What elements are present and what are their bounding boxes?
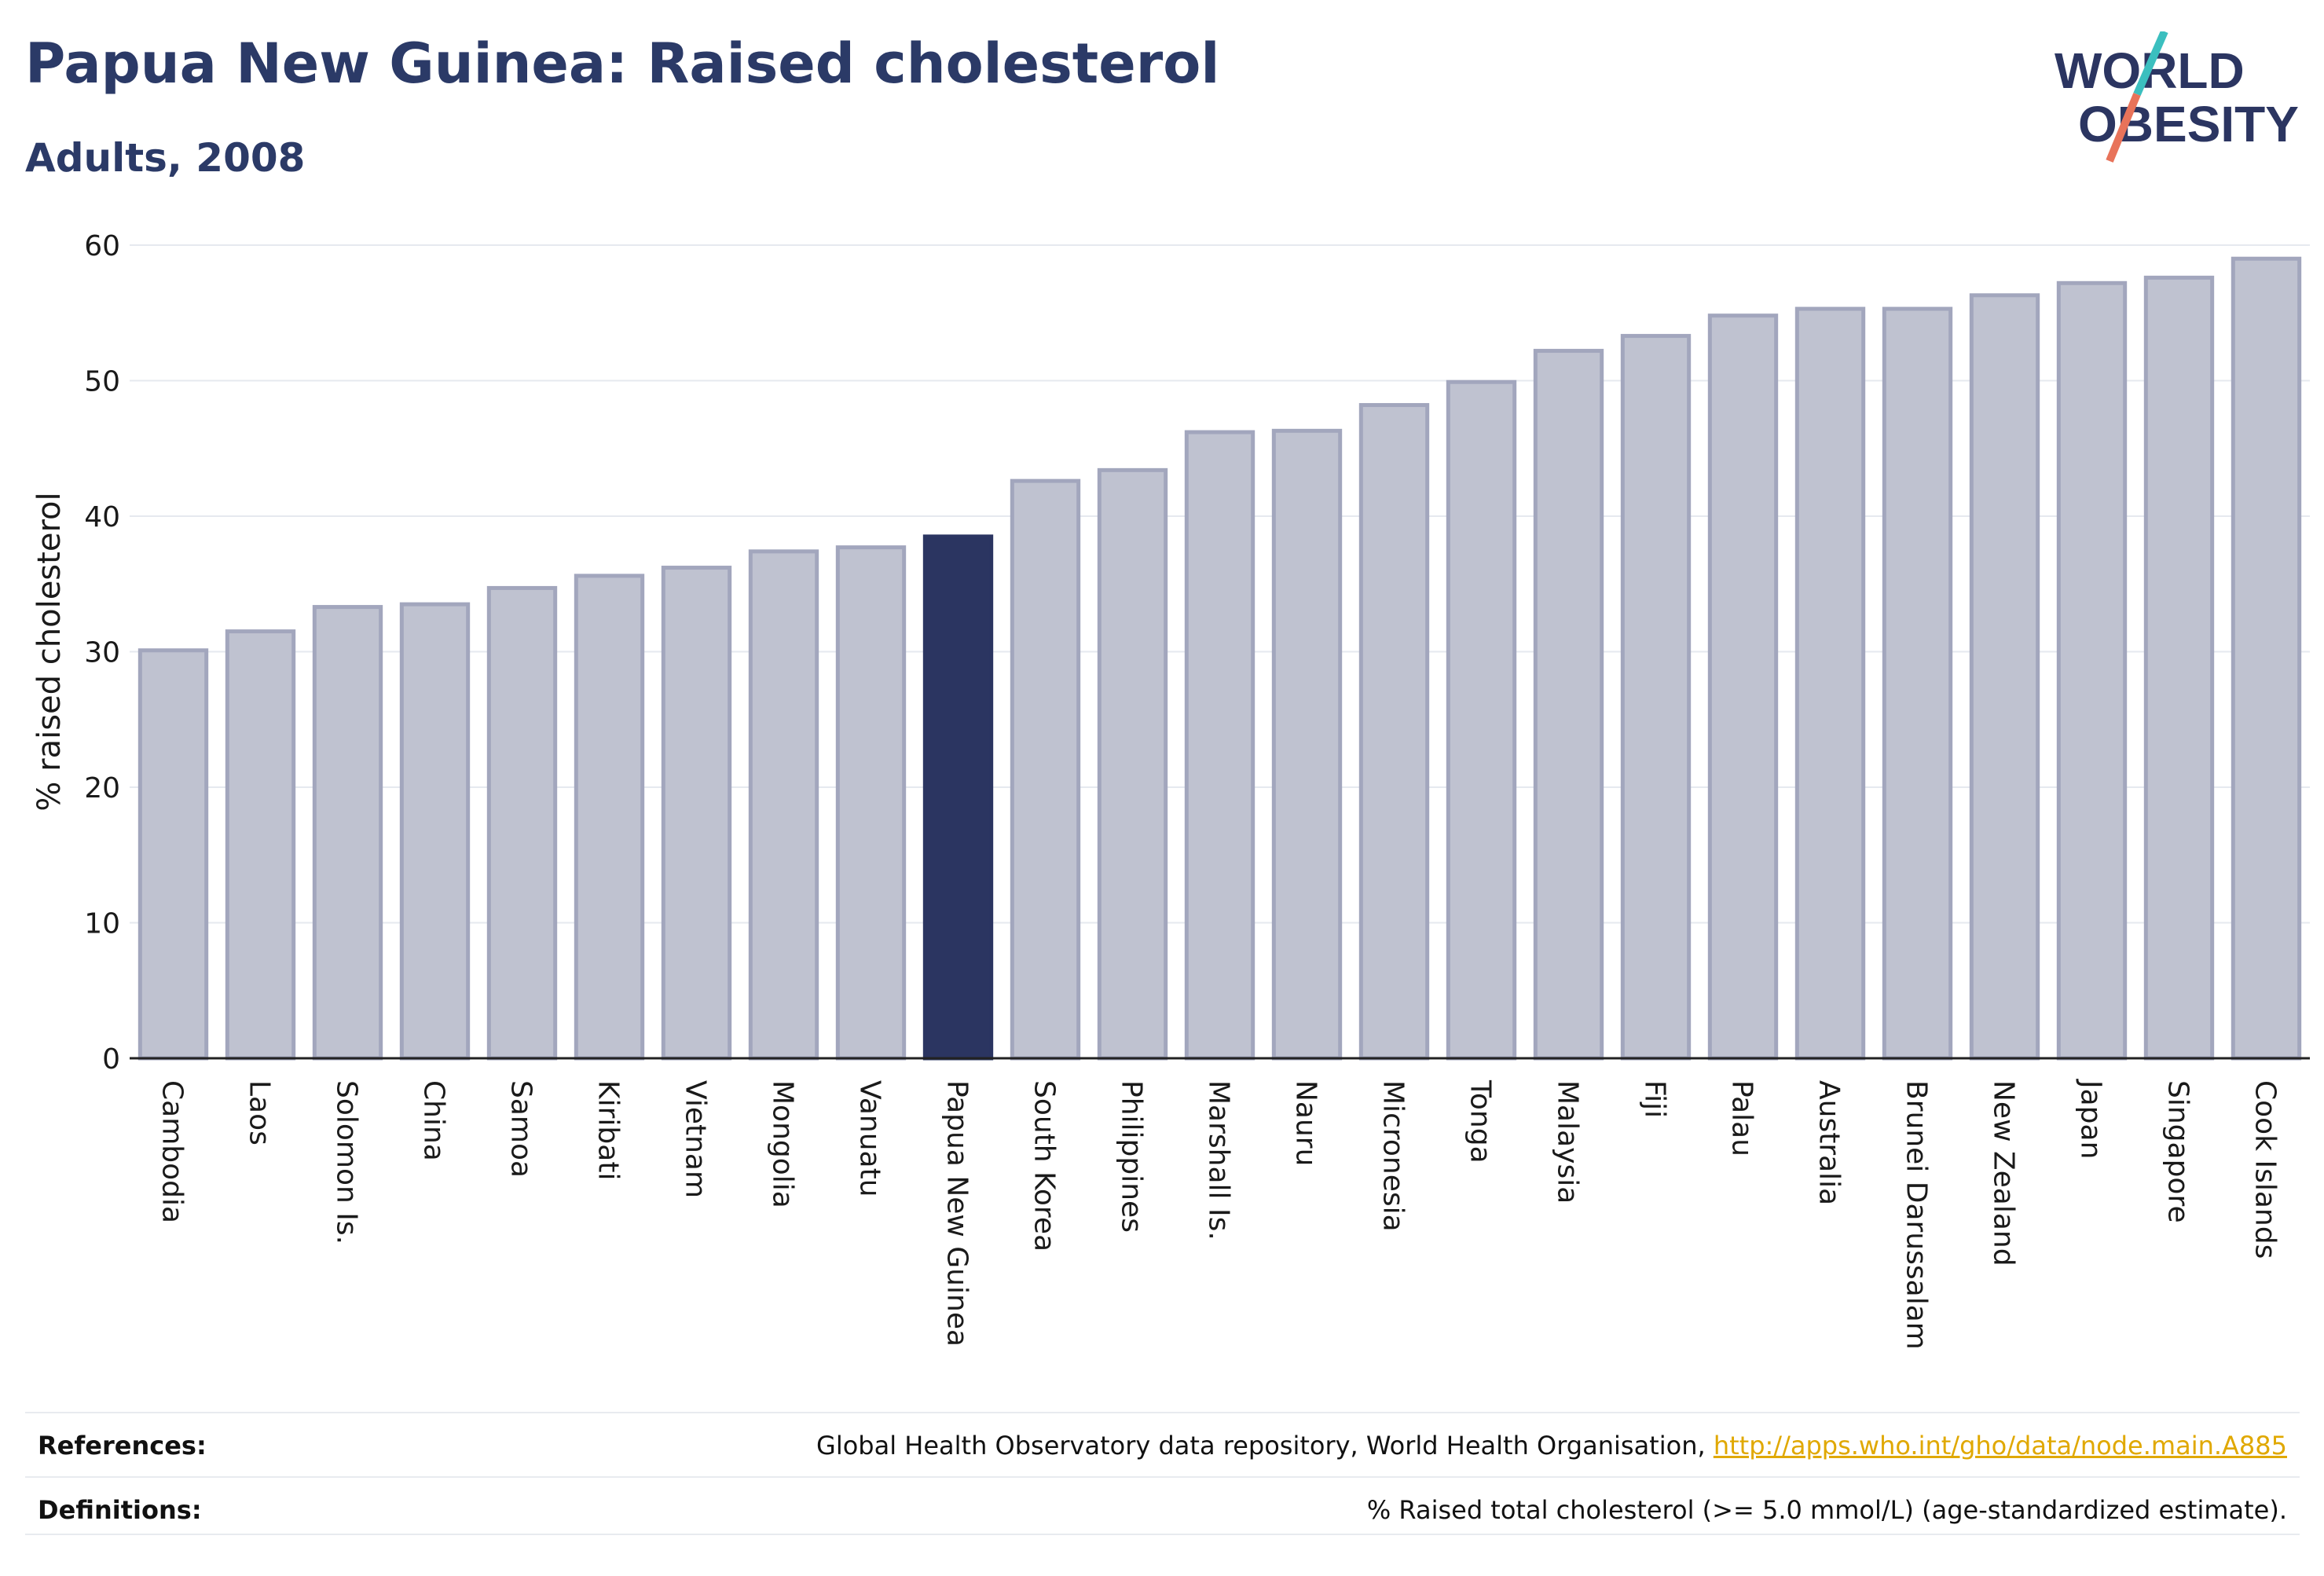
- bar-south-korea[interactable]: [1010, 478, 1081, 1061]
- definitions-text: % Raised total cholesterol (>= 5.0 mmol/…: [1366, 1495, 2287, 1525]
- bar-nauru[interactable]: [1271, 428, 1343, 1061]
- x-tick-label: Cook Islands: [2249, 1080, 2282, 1259]
- x-tick-label: Tonga: [1464, 1079, 1497, 1164]
- bar-malaysia[interactable]: [1533, 349, 1604, 1061]
- logo-slash-coral: [2106, 93, 2141, 163]
- bar-vietnam[interactable]: [661, 566, 732, 1061]
- references-text: Global Health Observatory data repositor…: [816, 1431, 2287, 1461]
- logo-slash-teal: [2133, 31, 2168, 97]
- x-tick-label: Laos: [244, 1080, 276, 1145]
- y-tick-label: 30: [84, 637, 120, 669]
- x-tick-label: New Zealand: [1988, 1080, 2020, 1266]
- x-tick-label: Nauru: [1290, 1080, 1322, 1166]
- x-tick-label: China: [418, 1080, 450, 1161]
- bar-new-zealand[interactable]: [1969, 293, 2040, 1061]
- bar-japan[interactable]: [2056, 280, 2128, 1061]
- bar-solomon-is[interactable]: [312, 605, 383, 1061]
- bar-australia[interactable]: [1794, 306, 1866, 1061]
- bar-brunei-darussalam[interactable]: [1882, 306, 1953, 1061]
- bar-vanuatu[interactable]: [835, 545, 907, 1061]
- bar-tonga[interactable]: [1446, 379, 1517, 1061]
- y-tick-label: 50: [84, 366, 120, 398]
- bar-chart: 0 10 20 30 40 50 60 Cambodia Laos Solomon Is. Chi…: [31, 230, 2310, 1350]
- x-tick-label: Philippines: [1116, 1080, 1148, 1233]
- bar-marshall-is[interactable]: [1184, 430, 1255, 1061]
- x-tick-label: Solomon Is.: [331, 1080, 363, 1244]
- footer-divider: [25, 1534, 2300, 1535]
- y-tick-label: 0: [102, 1043, 120, 1076]
- world-obesity-logo: WORLD OBESITY: [2055, 31, 2298, 163]
- x-tick-labels: Cambodia Laos Solomon Is. China Samoa Kiribat…: [156, 1079, 2282, 1350]
- x-tick-label: Papua New Guinea: [941, 1080, 973, 1347]
- y-tick-label: 20: [84, 772, 120, 804]
- x-tick-label: Vietnam: [680, 1080, 712, 1198]
- y-tick-label: 10: [84, 908, 120, 940]
- bar-philippines[interactable]: [1097, 467, 1168, 1061]
- bar-china[interactable]: [399, 602, 471, 1061]
- x-tick-label: Mongolia: [767, 1080, 799, 1208]
- bar-palau[interactable]: [1707, 313, 1779, 1061]
- definitions-label: Definitions:: [38, 1495, 202, 1525]
- x-tick-label: Malaysia: [1552, 1080, 1584, 1204]
- x-tick-label: Cambodia: [156, 1080, 189, 1223]
- x-tick-label: Marshall Is.: [1203, 1080, 1235, 1241]
- chart-title: Papua New Guinea: Raised cholesterol: [25, 31, 1220, 96]
- bar-cambodia[interactable]: [137, 648, 209, 1061]
- bar-micronesia[interactable]: [1358, 403, 1430, 1061]
- x-tick-label: Brunei Darussalam: [1901, 1080, 1933, 1350]
- x-tick-label: Micronesia: [1377, 1080, 1409, 1232]
- bar-singapore[interactable]: [2143, 275, 2215, 1061]
- bar-kiribati[interactable]: [574, 574, 645, 1061]
- bars: [137, 256, 2302, 1061]
- x-tick-label: Palau: [1726, 1080, 1758, 1156]
- bar-mongolia[interactable]: [748, 549, 819, 1061]
- bar-papua-new-guinea[interactable]: [922, 534, 994, 1061]
- references-row: References: Global Health Observatory da…: [25, 1412, 2300, 1478]
- y-tick-label: 40: [84, 501, 120, 533]
- definitions-row: Definitions: % Raised total cholesterol …: [25, 1476, 2300, 1542]
- y-axis-label: % raised cholesterol: [31, 492, 68, 811]
- references-link[interactable]: http://apps.who.int/gho/data/node.main.A…: [1713, 1431, 2287, 1461]
- x-tick-label: Samoa: [505, 1080, 537, 1178]
- x-tick-label: Kiribati: [592, 1080, 625, 1180]
- x-tick-label: Australia: [1813, 1080, 1846, 1205]
- y-tick-labels: 0 10 20 30 40 50 60: [84, 230, 120, 1076]
- chart-subtitle: Adults, 2008: [25, 135, 306, 181]
- bar-laos[interactable]: [225, 629, 296, 1061]
- x-tick-label: Singapore: [2162, 1080, 2194, 1223]
- bar-fiji[interactable]: [1620, 334, 1692, 1061]
- x-tick-label: Vanuatu: [854, 1080, 886, 1197]
- x-tick-label: Japan: [2075, 1079, 2107, 1159]
- x-tick-label: South Korea: [1028, 1080, 1061, 1252]
- bar-samoa[interactable]: [486, 585, 558, 1061]
- x-tick-label: Fiji: [1639, 1080, 1671, 1118]
- bar-cook-islands[interactable]: [2231, 256, 2302, 1061]
- references-label: References:: [38, 1431, 207, 1461]
- y-tick-label: 60: [84, 230, 120, 262]
- references-source: Global Health Observatory data repositor…: [816, 1431, 1706, 1461]
